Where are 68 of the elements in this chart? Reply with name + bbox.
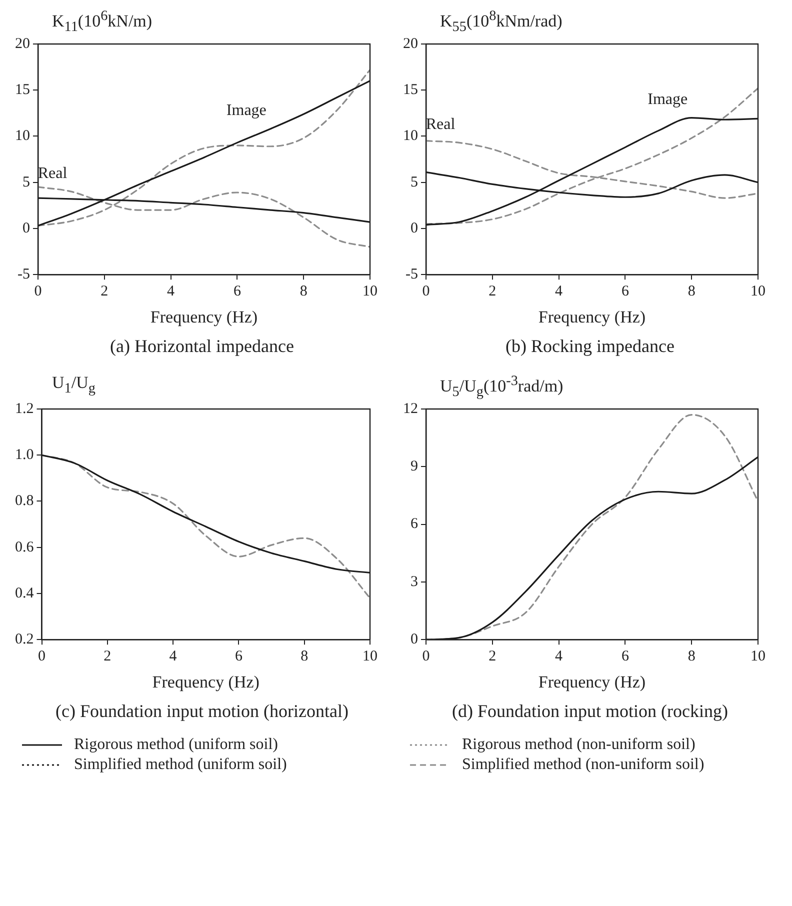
y-axis-title: U$_{5}$/U$_{g}$(10$^{-3}$rad/m) — [439, 373, 564, 400]
y-tick-label: 20 — [15, 36, 30, 52]
y-tick-label: 0 — [22, 220, 30, 236]
x-tick-label: 8 — [688, 648, 696, 665]
y-tick-label: 1.0 — [15, 447, 34, 464]
x-tick-label: 4 — [167, 284, 176, 300]
text: Rigorous method (non-uniform soil) — [462, 736, 696, 754]
y-tick-label: 12 — [403, 400, 418, 417]
x-tick-label: 4 — [555, 284, 564, 300]
x-tick-label: 10 — [750, 284, 766, 300]
y-tick-label: 0 — [410, 220, 418, 236]
line-series — [42, 454, 370, 599]
x-tick-label: 10 — [750, 648, 766, 665]
x-tick-label: 0 — [422, 284, 430, 300]
y-tick-label: 9 — [410, 458, 418, 475]
x-tick-label: 2 — [488, 648, 496, 665]
x-tick-label: 2 — [100, 284, 108, 300]
x-tick-label: 2 — [488, 284, 496, 300]
x-tick-label: 6 — [621, 648, 630, 665]
annotation: Image — [226, 102, 266, 120]
x-tick-label: 8 — [300, 284, 308, 300]
y-tick-label: 15 — [15, 82, 30, 98]
text: Simplified method (non-uniform soil) — [462, 756, 704, 774]
x-tick-label: 10 — [362, 284, 378, 300]
y-tick-label: 20 — [403, 36, 418, 52]
y-tick-label: 0.2 — [15, 632, 34, 648]
y-tick-label: 0 — [410, 632, 418, 648]
x-tick-label: 8 — [688, 284, 696, 300]
y-axis-title: U$_{1}$/U$_{g}$ — [51, 373, 96, 397]
x-axis-title: Frequency (Hz) — [150, 307, 258, 326]
x-tick-label: 10 — [362, 648, 378, 665]
y-tick-label: -5 — [406, 266, 418, 283]
x-tick-label: 0 — [422, 648, 430, 665]
y-tick-label: 6 — [410, 516, 418, 532]
y-tick-label: 10 — [403, 128, 418, 144]
y-tick-label: 10 — [15, 128, 30, 144]
annotation: Image — [648, 90, 688, 108]
y-tick-label: -5 — [18, 266, 30, 283]
x-tick-label: 4 — [169, 648, 178, 665]
text: Simplified method (uniform soil) — [74, 756, 287, 774]
x-axis-title: Frequency (Hz) — [538, 307, 646, 326]
text: (a) Horizontal impedance — [109, 336, 295, 357]
annotation: Real — [38, 164, 68, 182]
x-axis-title: Frequency (Hz) — [152, 672, 260, 692]
x-tick-label: 6 — [234, 648, 243, 665]
y-tick-label: 1.2 — [15, 400, 34, 417]
y-tick-label: 5 — [410, 174, 418, 190]
x-tick-label: 0 — [38, 648, 46, 665]
x-axis-title: Frequency (Hz) — [538, 672, 646, 692]
line-series — [426, 87, 758, 225]
x-tick-label: 2 — [104, 648, 112, 665]
y-tick-label: 5 — [22, 174, 30, 190]
x-tick-label: 4 — [555, 648, 564, 665]
text: (b) Rocking impedance — [504, 336, 676, 357]
x-tick-label: 6 — [233, 284, 242, 300]
text: Rigorous method (uniform soil) — [74, 736, 278, 754]
x-tick-label: 8 — [300, 648, 308, 665]
text: (c) Foundation input motion (horizontal) — [54, 701, 350, 722]
text: (d) Foundation input motion (rocking) — [451, 701, 729, 722]
y-tick-label: 0.8 — [15, 493, 34, 510]
annotation: Real — [426, 116, 456, 133]
x-tick-label: 6 — [621, 284, 630, 300]
y-tick-label: 0.4 — [15, 585, 34, 602]
y-axis-title: K$_{11}$(10$^{6}$kN/m) — [51, 8, 154, 36]
y-tick-label: 15 — [403, 82, 418, 98]
y-tick-label: 0.6 — [15, 539, 34, 556]
y-tick-label: 3 — [410, 574, 418, 590]
y-axis-title: K$_{55}$(10$^{8}$kNm/rad) — [439, 8, 564, 36]
